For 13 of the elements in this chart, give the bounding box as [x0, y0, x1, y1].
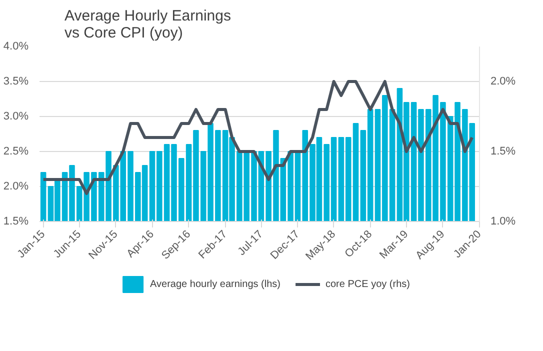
legend-label: core PCE yoy (rhs): [325, 278, 410, 290]
y-tick-label: 3.5%: [3, 76, 29, 88]
y-tick-label: 4.0%: [3, 40, 29, 52]
y-tick-label: 1.5%: [3, 216, 29, 228]
legend-label: Average hourly earnings (lhs): [150, 278, 280, 290]
y2-tick-label: 2.0%: [490, 76, 516, 88]
y-tick-label: 2.5%: [3, 146, 29, 158]
y2-tick-label: 1.0%: [490, 216, 516, 228]
chart-title: Average Hourly Earnings vs Core CPI (yoy): [64, 8, 231, 42]
line-series: [42, 80, 474, 195]
y-tick-label: 2.0%: [3, 180, 29, 192]
y2-tick-label: 1.5%: [490, 146, 516, 158]
y-tick-label: 3.0%: [3, 110, 29, 122]
